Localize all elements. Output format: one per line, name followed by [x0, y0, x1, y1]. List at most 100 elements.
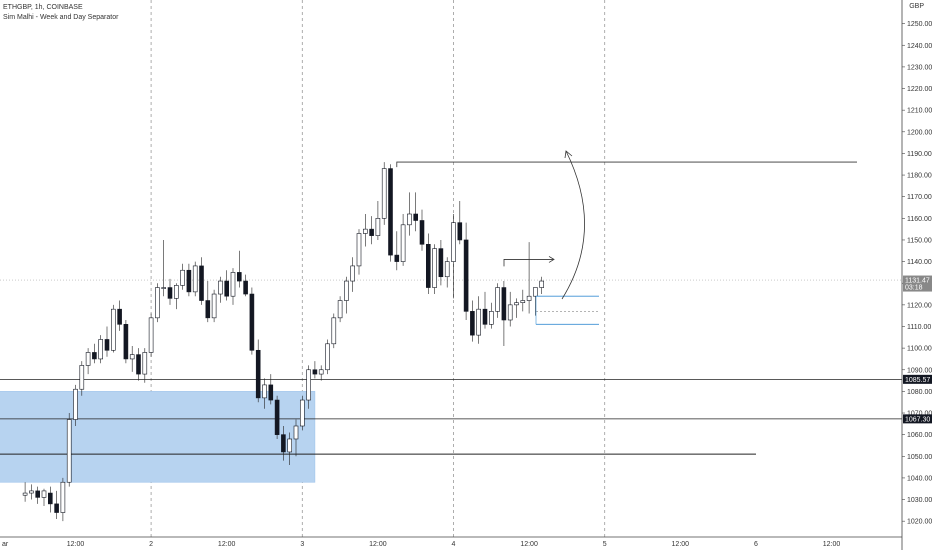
candle [413, 192, 419, 232]
countdown-label: 03:18 [905, 285, 923, 292]
candle [117, 300, 122, 331]
time-tick-label: 12:00 [672, 541, 690, 548]
curved-arrow-head [564, 150, 573, 159]
candle-body [362, 228, 368, 234]
candle-body [54, 503, 59, 513]
candle-body [98, 339, 103, 360]
currency-label: GBP [909, 3, 924, 10]
candle-body [218, 280, 223, 295]
price-line-tag [903, 414, 932, 424]
candle-body [111, 308, 116, 351]
candle [299, 395, 305, 431]
price-tick-label: 1150.00 [907, 237, 932, 244]
price-tick-label: 1220.00 [907, 86, 932, 93]
candle [66, 413, 72, 487]
candle [438, 239, 444, 286]
candle-body [369, 228, 374, 236]
candle-body [451, 222, 456, 262]
candle [104, 326, 110, 357]
time-tick-label: 12:00 [218, 541, 236, 548]
candle-body [381, 168, 387, 219]
candle-body [457, 222, 463, 241]
candle [224, 270, 229, 301]
candle-body [230, 272, 236, 297]
candle [457, 201, 463, 245]
price-tick-label: 1110.00 [907, 324, 931, 331]
candle [344, 276, 349, 314]
candle-body [41, 490, 47, 498]
candle [142, 348, 148, 383]
candle-body [35, 490, 41, 498]
candle [419, 209, 425, 251]
candle [123, 320, 129, 364]
time-tick-label: 12:00 [520, 541, 538, 548]
candle [129, 345, 135, 372]
price-tick-label: 1160.00 [907, 216, 932, 223]
candle-body [104, 339, 110, 351]
candle-body [79, 365, 85, 390]
candle-body [66, 419, 72, 483]
candle [407, 192, 412, 236]
price-tick-label: 1200.00 [907, 129, 932, 136]
candle-body [501, 287, 507, 321]
candle-body [419, 220, 425, 245]
time-axis[interactable]: ar 12:00 2 12:00 3 12:00 4 12:00 5 12:00 6 12:00 [0, 536, 902, 548]
candle-body [47, 492, 53, 505]
symbol-label[interactable]: ETHGBP, 1h, COINBASE [3, 4, 83, 11]
price-tick-label: 1230.00 [907, 64, 932, 71]
candle [22, 482, 28, 502]
time-tick-label: 12:00 [369, 541, 387, 548]
candle [98, 335, 103, 364]
price-line-tag-label: 1067.30 [905, 416, 930, 423]
demand-zone [0, 391, 316, 483]
candle-body [539, 280, 545, 288]
time-tick-label: 2 [149, 541, 153, 548]
candle [451, 214, 456, 299]
time-tick-label: 6 [754, 541, 758, 548]
candle-body [129, 354, 135, 360]
time-tick-label: 3 [300, 541, 304, 548]
candle [249, 287, 255, 355]
candle-body [274, 399, 280, 435]
candle-body [167, 287, 173, 299]
candle-body [299, 399, 305, 427]
candle-body [255, 349, 261, 399]
candle [35, 486, 41, 504]
candle-body [161, 287, 166, 289]
candle [488, 302, 494, 329]
candle-body [211, 293, 217, 319]
candle-body [148, 317, 154, 353]
candle [167, 278, 173, 305]
candle [369, 216, 374, 245]
candle [318, 365, 324, 381]
candle [29, 484, 34, 500]
candle [255, 339, 261, 403]
candle [425, 233, 431, 295]
candle-body [375, 218, 381, 236]
candle-body [331, 317, 337, 345]
candle [174, 283, 179, 310]
price-tick-label: 1120.00 [907, 302, 932, 309]
candle [211, 289, 217, 323]
candle [237, 250, 242, 288]
price-tick-label: 1170.00 [907, 194, 932, 201]
time-tick-label: 4 [452, 541, 456, 548]
candle-body [249, 293, 255, 351]
candle-body [394, 254, 400, 262]
candle-body [174, 285, 179, 299]
horizontal-lines-layer [0, 279, 902, 455]
price-tick-label: 1030.00 [907, 497, 932, 504]
candle [230, 268, 236, 305]
candle [375, 201, 381, 240]
candle [186, 263, 192, 297]
candle [192, 261, 198, 297]
candle-body [470, 311, 475, 336]
price-axis[interactable]: 1250.00 1240.00 1230.00 1220.00 1210.00 1200.… [901, 0, 932, 550]
candle-body [29, 490, 34, 494]
candle [444, 257, 450, 288]
candle-body [533, 287, 538, 297]
candle-body [224, 280, 229, 297]
indicator-label[interactable]: Sim Malhi - Week and Day Separator [3, 14, 119, 21]
candle [482, 291, 488, 329]
